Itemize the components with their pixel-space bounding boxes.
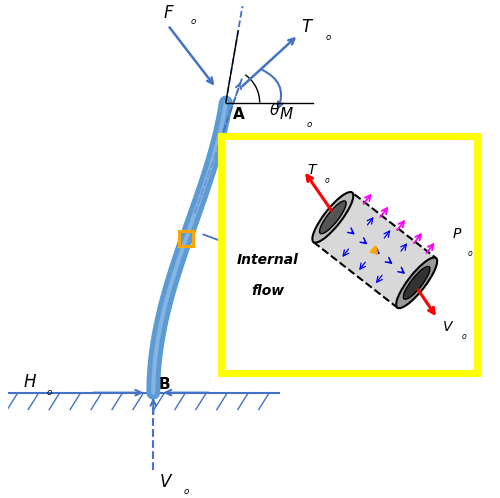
Text: Internal: Internal [236,253,298,267]
Text: $M$: $M$ [279,107,294,123]
Ellipse shape [312,192,354,243]
Text: $P$: $P$ [452,227,462,241]
Ellipse shape [404,266,430,299]
Text: A: A [233,108,245,123]
Text: $_o$: $_o$ [461,332,468,342]
Ellipse shape [396,257,437,308]
Text: $_o$: $_o$ [306,117,312,130]
Text: $_o$: $_o$ [325,30,332,43]
Text: $_o$: $_o$ [324,176,330,186]
Text: $_o$: $_o$ [184,485,190,498]
Bar [179,231,194,246]
Text: $\theta$: $\theta$ [270,102,280,118]
Text: $H$: $H$ [22,373,37,391]
Bar [221,136,477,374]
Text: $_o$: $_o$ [46,385,53,398]
Text: $V$: $V$ [159,473,174,491]
Text: $_o$: $_o$ [190,14,196,27]
Text: $T$: $T$ [301,18,314,36]
Text: $V$: $V$ [442,320,455,334]
Text: $_o$: $_o$ [467,249,473,259]
Text: B: B [159,377,170,392]
Polygon shape [314,193,436,308]
Text: $F$: $F$ [163,4,174,22]
Ellipse shape [320,201,346,234]
Text: $T$: $T$ [307,163,318,177]
Text: flow: flow [252,284,285,298]
